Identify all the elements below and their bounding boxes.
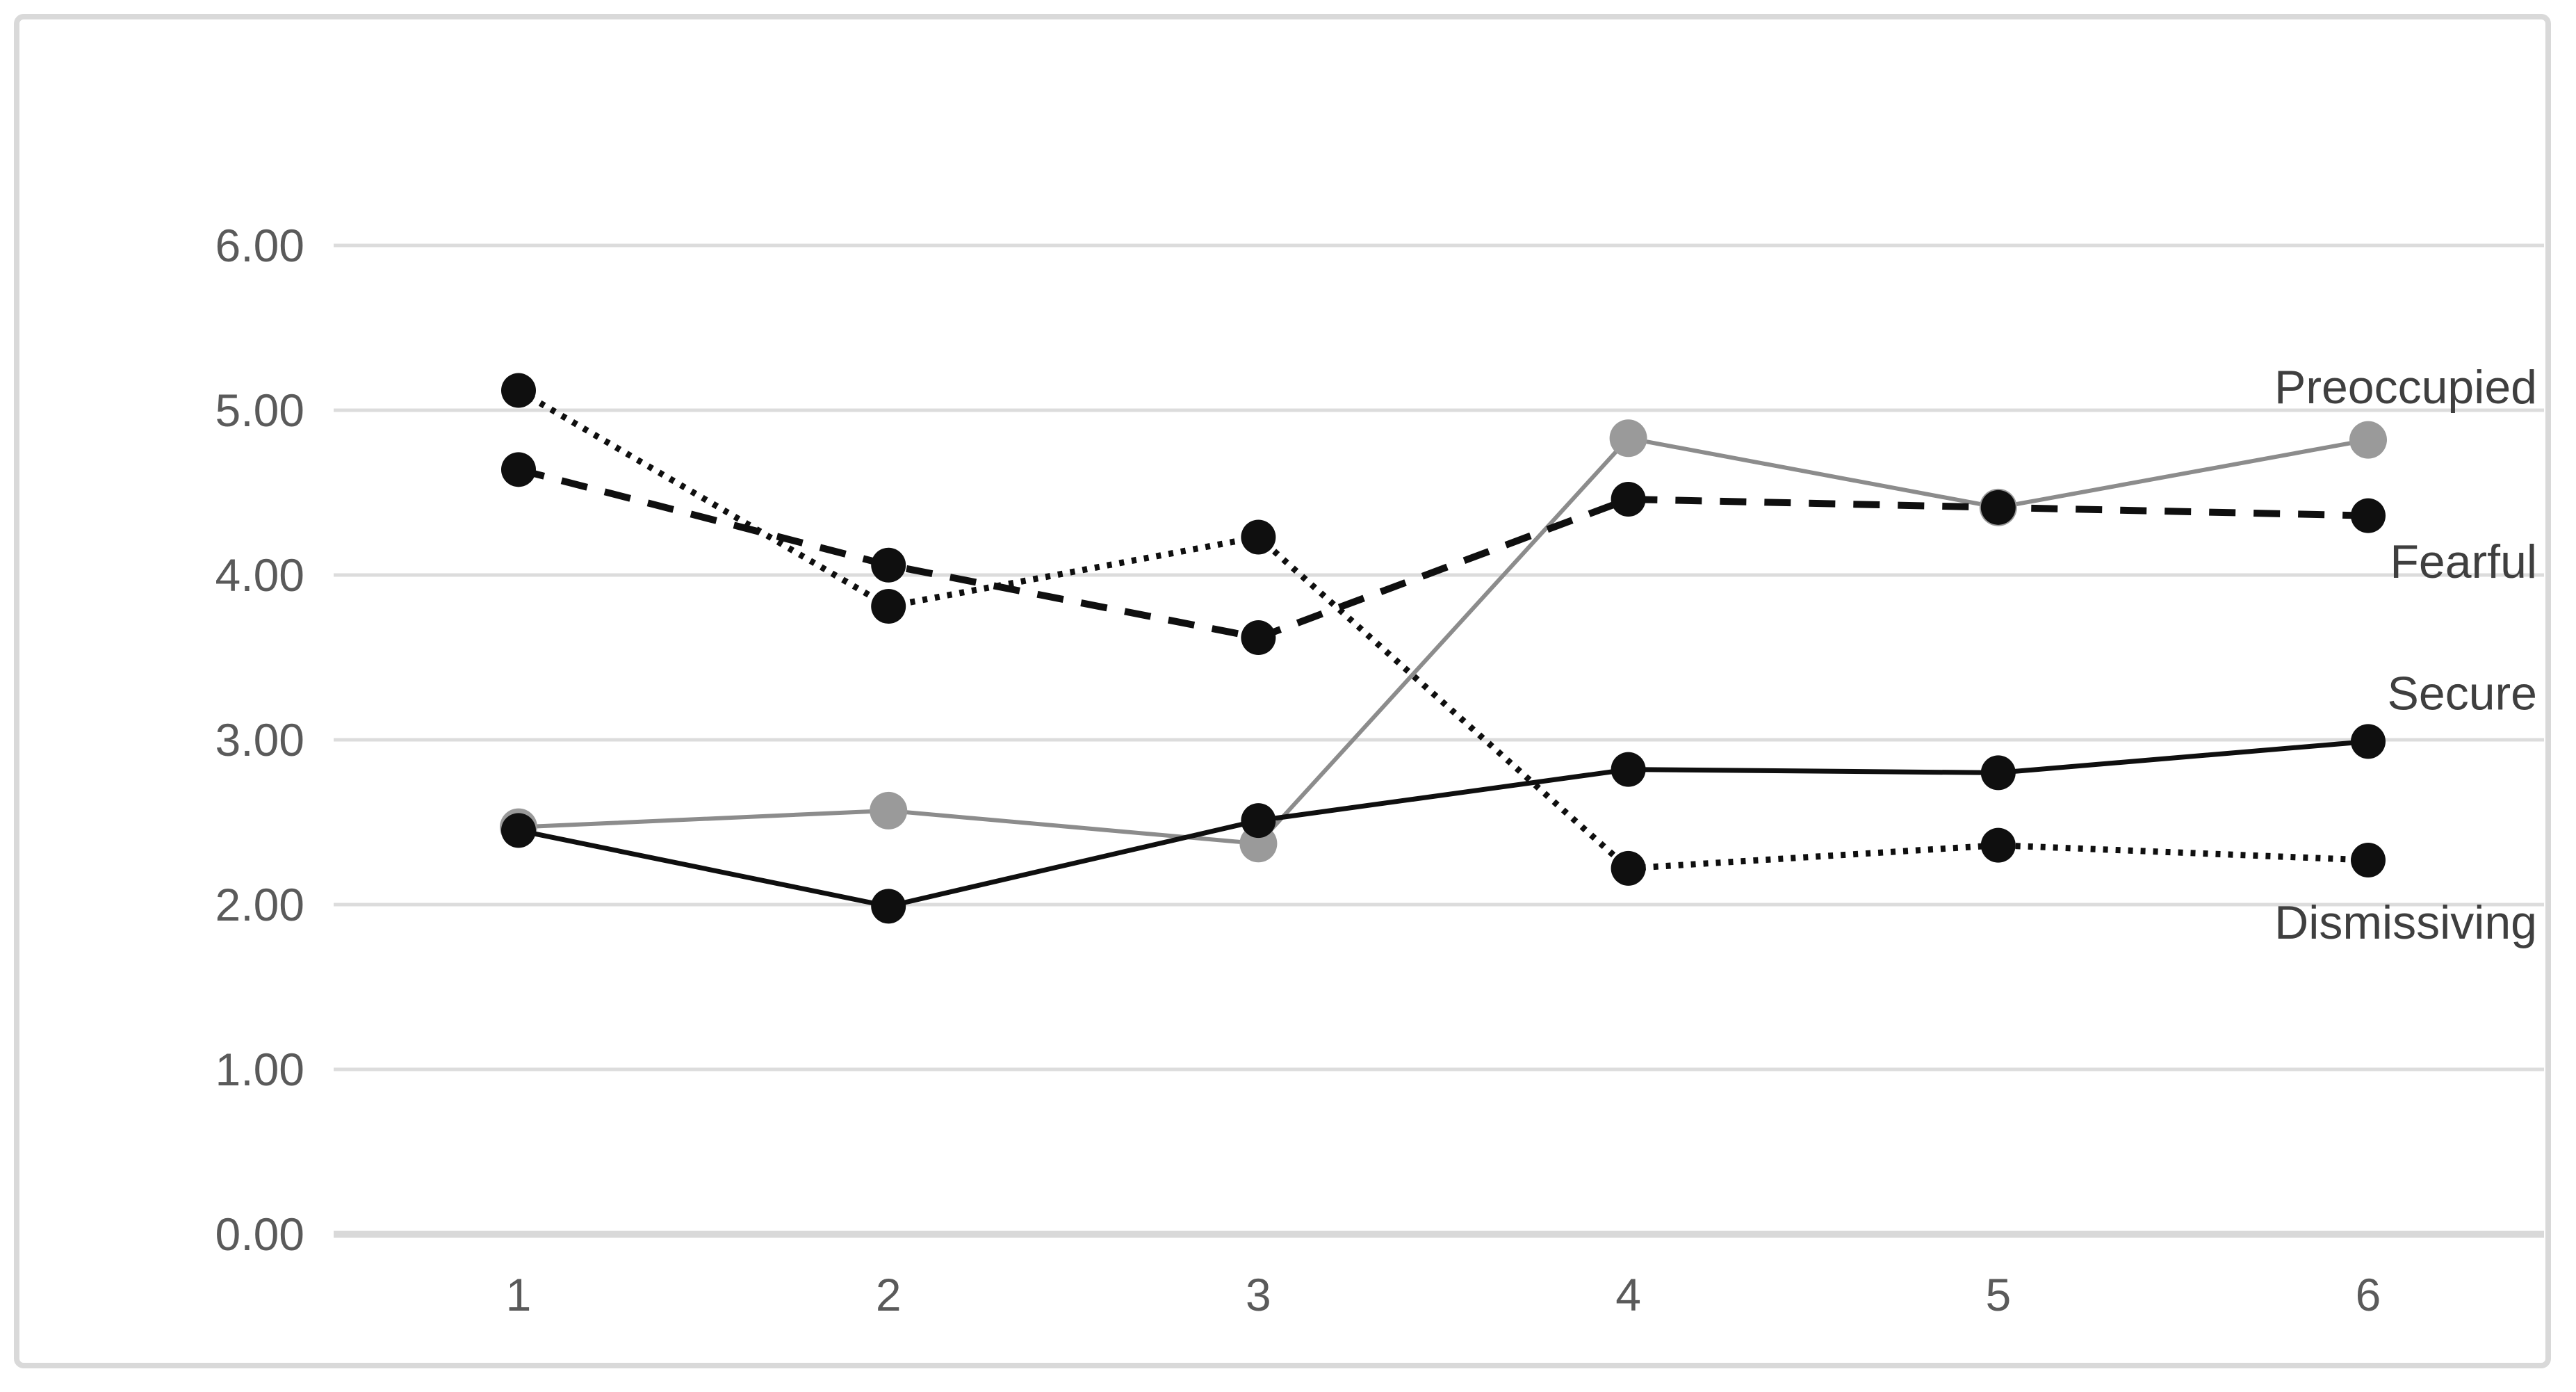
- data-point-dismissiving-5: [1980, 827, 2016, 863]
- data-point-preoccupied-4: [1609, 419, 1647, 458]
- y-tick-label-5.00: 5.00: [215, 385, 304, 436]
- series-line-dismissiving: [516, 387, 2369, 872]
- data-point-secure-3: [1241, 803, 1276, 839]
- data-point-secure-5: [1980, 755, 2016, 791]
- data-point-dismissiving-4: [1611, 850, 1646, 886]
- y-tick-label-6.00: 6.00: [215, 220, 304, 271]
- data-point-dismissiving-1: [501, 373, 536, 408]
- series-label-preoccupied: Preoccupied: [2274, 361, 2537, 414]
- data-point-secure-2: [871, 889, 906, 924]
- data-point-preoccupied-2: [870, 791, 908, 829]
- data-point-secure-4: [1611, 752, 1646, 787]
- y-tick-label-3.00: 3.00: [215, 714, 304, 766]
- data-point-fearful-4: [1611, 481, 1646, 517]
- y-tick-label-0.00: 0.00: [215, 1208, 304, 1260]
- data-point-dismissiving-6: [2351, 843, 2386, 878]
- series-label-fearful: Fearful: [2390, 535, 2537, 588]
- chart-card: [14, 14, 2551, 1368]
- series-layer: [500, 373, 2387, 924]
- data-point-dismissiving-3: [1241, 519, 1276, 555]
- series-line-secure: [518, 738, 2369, 909]
- data-point-dismissiving-2: [871, 589, 906, 624]
- data-point-fearful-5: [1980, 489, 2016, 525]
- gridlines-layer: [334, 243, 2544, 1238]
- data-point-preoccupied-6: [2349, 421, 2387, 459]
- data-point-fearful-2: [871, 547, 906, 583]
- series-label-dismissiving: Dismissiving: [2274, 896, 2537, 949]
- data-point-fearful-1: [501, 452, 536, 487]
- series-line-fearful: [517, 466, 2369, 642]
- x-tick-label-2: 2: [876, 1269, 902, 1320]
- data-point-fearful-6: [2351, 498, 2386, 533]
- data-point-secure-6: [2351, 724, 2386, 759]
- y-tick-label-2.00: 2.00: [215, 879, 304, 930]
- y-tick-label-1.00: 1.00: [215, 1044, 304, 1095]
- axis-labels-layer: 6.00 5.00 4.00 3.00 2.00 1.00 0.00 1 2 3 4 5 6: [215, 220, 2381, 1320]
- x-tick-label-6: 6: [2356, 1269, 2381, 1320]
- y-tick-label-4.00: 4.00: [215, 549, 304, 601]
- data-point-secure-1: [501, 813, 536, 848]
- x-tick-label-5: 5: [1985, 1269, 2011, 1320]
- series-labels-layer: Secure Fearful Preoccupied Dismissiving: [2274, 361, 2537, 949]
- series-line-preoccupied: [518, 436, 2369, 846]
- series-label-secure: Secure: [2388, 667, 2537, 720]
- x-tick-label-3: 3: [1246, 1269, 1271, 1320]
- x-tick-label-1: 1: [506, 1269, 532, 1320]
- x-tick-label-4: 4: [1615, 1269, 1641, 1320]
- data-point-fearful-3: [1241, 620, 1276, 656]
